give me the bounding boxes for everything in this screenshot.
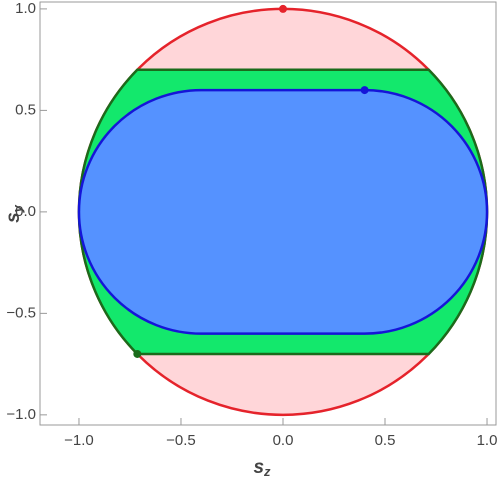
stadium [77,88,489,335]
y-tick-label: 0.0 [15,203,36,220]
point [360,86,369,95]
x-axis-label: sz [253,457,271,479]
y-tick-label: 1.0 [15,0,36,17]
y-tick-label: −1.0 [6,406,36,423]
point [278,4,287,13]
x-tick-label: −0.5 [166,432,196,449]
x-tick-label: −1.0 [64,432,94,449]
frame [39,1,497,426]
y-axis-label: sy [3,204,25,223]
point [133,349,142,358]
x-tick-label: 0.5 [375,432,396,449]
y-label-sub: y [10,204,25,213]
y-tick-label: 0.5 [15,101,36,118]
x-tick-label: 0.0 [273,432,294,449]
x-label-base: s [253,457,264,478]
x-tick-label: 1.0 [477,432,498,449]
y-tick-label: −0.5 [6,304,36,321]
y-label-base: s [3,212,24,223]
x-label-sub: z [263,464,271,479]
